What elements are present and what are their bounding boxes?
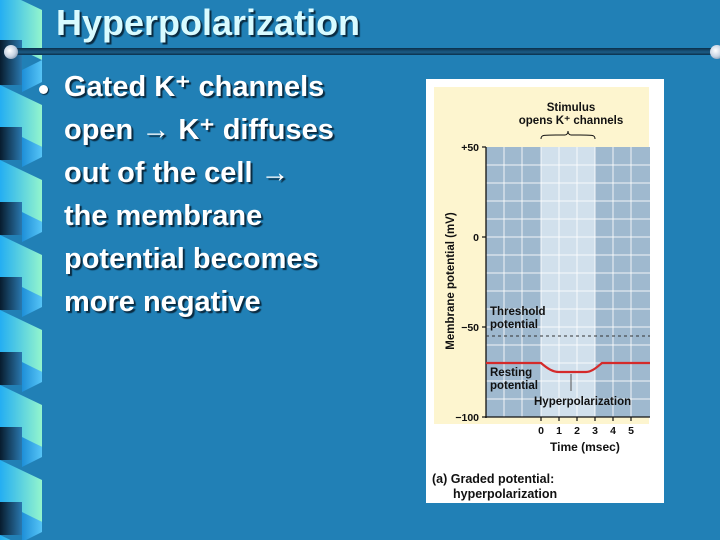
decorative-ribbon-icon	[0, 0, 42, 540]
bullet-line: potential becomes	[64, 243, 319, 275]
resting-label: Resting potential	[490, 367, 538, 393]
divider-left-ball-icon	[4, 45, 18, 59]
bullet-line: the membrane	[64, 200, 263, 232]
divider-right-ball-icon	[710, 45, 720, 59]
x-tick-label: 1	[556, 425, 562, 437]
stimulus-label-line: Stimulus	[546, 102, 596, 114]
bullet-line: Gated K⁺ channels	[64, 71, 325, 103]
resting-label-line: Resting	[490, 367, 533, 379]
bullet-line: more negative	[64, 286, 261, 318]
resting-label-line: potential	[490, 380, 538, 392]
threshold-label: Threshold potential	[490, 306, 546, 332]
caption-line: (a) Graded potential:	[432, 472, 555, 486]
threshold-label-line: Threshold	[490, 306, 546, 318]
membrane-potential-chart: +50 0 −50 −100 0 1 2 3 4 5	[455, 130, 650, 437]
y-tick-label: 0	[473, 232, 479, 244]
y-tick-label: −50	[461, 322, 479, 334]
y-axis-label: Membrane potential (mV)	[445, 212, 457, 350]
bullet-line: open → K⁺ diffuses	[64, 114, 334, 146]
bullet-text: Gated K⁺ channels open → K⁺ diffuses out…	[64, 66, 414, 324]
y-tick-label: +50	[461, 142, 479, 154]
hyperpolarization-label: Hyperpolarization	[534, 396, 632, 408]
x-tick-label: 3	[592, 425, 598, 437]
x-tick-label: 4	[610, 425, 616, 437]
x-tick-label: 2	[574, 425, 580, 437]
stimulus-label: Stimulus opens K⁺ channels	[519, 102, 623, 128]
title-divider	[10, 48, 720, 55]
slide-title: Hyperpolarization	[56, 2, 361, 43]
x-tick-label: 5	[628, 425, 634, 437]
figure-caption: (a) Graded potential: hyperpolarization	[432, 472, 557, 502]
x-axis-label: Time (msec)	[550, 440, 620, 454]
figure-panel: +50 0 −50 −100 0 1 2 3 4 5 Stimulus open…	[426, 79, 664, 503]
stimulus-label-line: opens K⁺ channels	[518, 115, 624, 127]
x-tick-label: 0	[538, 425, 544, 437]
y-tick-label: −100	[455, 412, 479, 424]
threshold-label-line: potential	[490, 319, 538, 331]
caption-line: hyperpolarization	[453, 487, 558, 501]
bullet-icon	[39, 85, 48, 94]
bullet-line: out of the cell →	[64, 157, 290, 189]
